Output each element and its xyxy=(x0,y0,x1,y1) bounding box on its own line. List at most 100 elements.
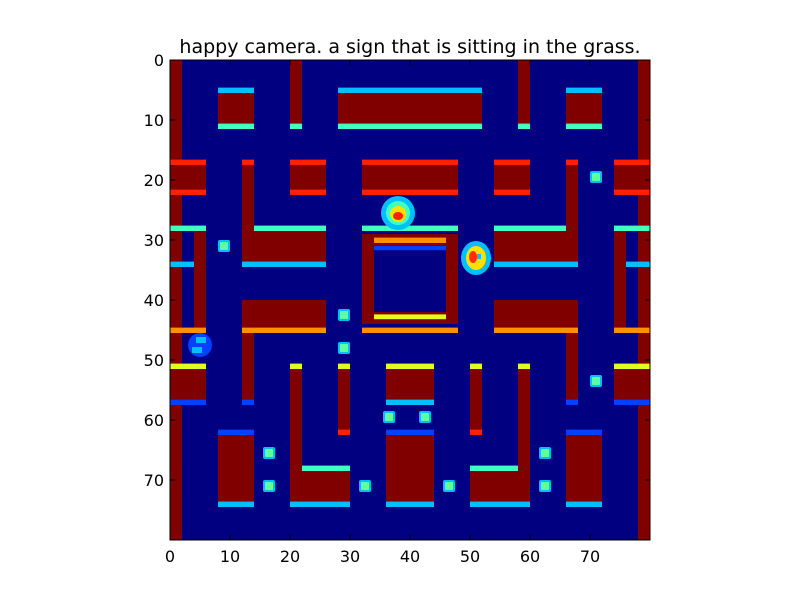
wall-edge xyxy=(302,465,350,471)
wall-edge xyxy=(170,399,206,405)
pellet xyxy=(265,449,273,457)
pellet xyxy=(385,413,393,421)
pellet xyxy=(340,344,348,352)
wall-edge xyxy=(386,363,434,369)
wall-edge xyxy=(614,399,650,405)
x-tick-label: 0 xyxy=(165,547,175,566)
wall-edge xyxy=(386,501,434,507)
plot-area xyxy=(170,60,650,540)
wall-edge xyxy=(242,159,254,165)
wall-edge xyxy=(494,159,530,165)
wall-edge xyxy=(338,123,482,129)
wall-edge xyxy=(242,399,254,405)
x-tick-label: 10 xyxy=(220,547,240,566)
maze-wall xyxy=(566,162,578,264)
wall-edge xyxy=(614,225,650,231)
x-tick-label: 70 xyxy=(580,547,600,566)
wall-edge xyxy=(290,363,302,369)
wall-edge xyxy=(170,261,194,267)
maze-wall xyxy=(494,300,578,330)
wall-edge xyxy=(386,429,434,435)
wall-edge xyxy=(290,123,302,129)
maze-wall xyxy=(170,366,206,402)
plot-title: happy camera. a sign that is sitting in … xyxy=(179,36,640,58)
maze-wall xyxy=(242,162,254,264)
wall-edge xyxy=(470,363,482,369)
ghost-core xyxy=(469,251,477,263)
ghost-eye xyxy=(477,254,481,259)
maze-wall xyxy=(218,90,254,126)
maze-wall xyxy=(302,468,350,504)
wall-edge xyxy=(566,429,602,435)
wall-edge xyxy=(518,363,530,369)
pacman-sprite xyxy=(381,196,415,230)
wall-edge xyxy=(362,189,458,195)
x-tick-label: 60 xyxy=(520,547,540,566)
wall-edge xyxy=(518,123,530,129)
wall-edge xyxy=(170,225,206,231)
wall-edge xyxy=(566,501,602,507)
maze-wall xyxy=(566,90,602,126)
wall-edge xyxy=(374,246,446,251)
wall-edge xyxy=(290,501,350,507)
wall-edge xyxy=(566,399,578,405)
maze-wall xyxy=(254,228,326,264)
pellet xyxy=(220,242,228,250)
wall-edge xyxy=(614,363,650,369)
maze-wall xyxy=(218,432,254,504)
maze-wall xyxy=(242,300,326,330)
pellet xyxy=(265,482,273,490)
wall-edge xyxy=(614,327,650,333)
wall-edge xyxy=(290,159,326,165)
y-tick-label: 40 xyxy=(144,291,164,310)
pellet xyxy=(361,482,369,490)
ghost-blue-glow xyxy=(188,333,212,357)
wall-edge xyxy=(362,225,458,231)
maze-wall xyxy=(494,228,566,264)
wall-edge xyxy=(494,327,578,333)
ghost-blue-top xyxy=(196,337,206,343)
pellet xyxy=(541,482,549,490)
y-tick-label: 70 xyxy=(144,471,164,490)
pellet xyxy=(592,173,600,181)
x-tick-label: 50 xyxy=(460,547,480,566)
y-tick-label: 20 xyxy=(144,171,164,190)
maze-wall xyxy=(566,330,578,402)
y-tick-label: 10 xyxy=(144,111,164,130)
maze-wall xyxy=(362,234,374,324)
wall-edge xyxy=(470,465,518,471)
maze-wall xyxy=(494,162,530,192)
x-tick-label: 30 xyxy=(340,547,360,566)
y-tick-label: 0 xyxy=(154,51,164,70)
pellet xyxy=(340,311,348,319)
wall-edge xyxy=(614,159,650,165)
x-tick-label: 20 xyxy=(280,547,300,566)
maze-wall xyxy=(386,432,434,504)
maze-wall xyxy=(290,366,302,504)
wall-edge xyxy=(338,87,482,93)
wall-edge xyxy=(362,159,458,165)
ghost-blue-bottom xyxy=(192,347,202,353)
wall-edge xyxy=(290,189,326,195)
pellet xyxy=(445,482,453,490)
ghost-blue-sprite xyxy=(188,333,212,357)
wall-edge xyxy=(362,327,458,333)
wall-edge xyxy=(170,159,206,165)
maze-wall xyxy=(446,234,458,324)
pellet xyxy=(421,413,429,421)
ghost-sprite xyxy=(461,241,491,275)
wall-edge xyxy=(566,159,578,165)
wall-edge xyxy=(242,327,326,333)
wall-edge xyxy=(218,501,254,507)
wall-edge xyxy=(218,123,254,129)
wall-edge xyxy=(218,87,254,93)
maze-wall xyxy=(566,432,602,504)
wall-edge xyxy=(470,429,482,435)
wall-edge xyxy=(170,189,206,195)
maze-wall xyxy=(614,162,650,192)
maze-wall xyxy=(470,468,518,504)
maze-wall xyxy=(518,60,530,126)
maze-wall xyxy=(614,366,650,402)
maze-wall xyxy=(362,162,458,192)
